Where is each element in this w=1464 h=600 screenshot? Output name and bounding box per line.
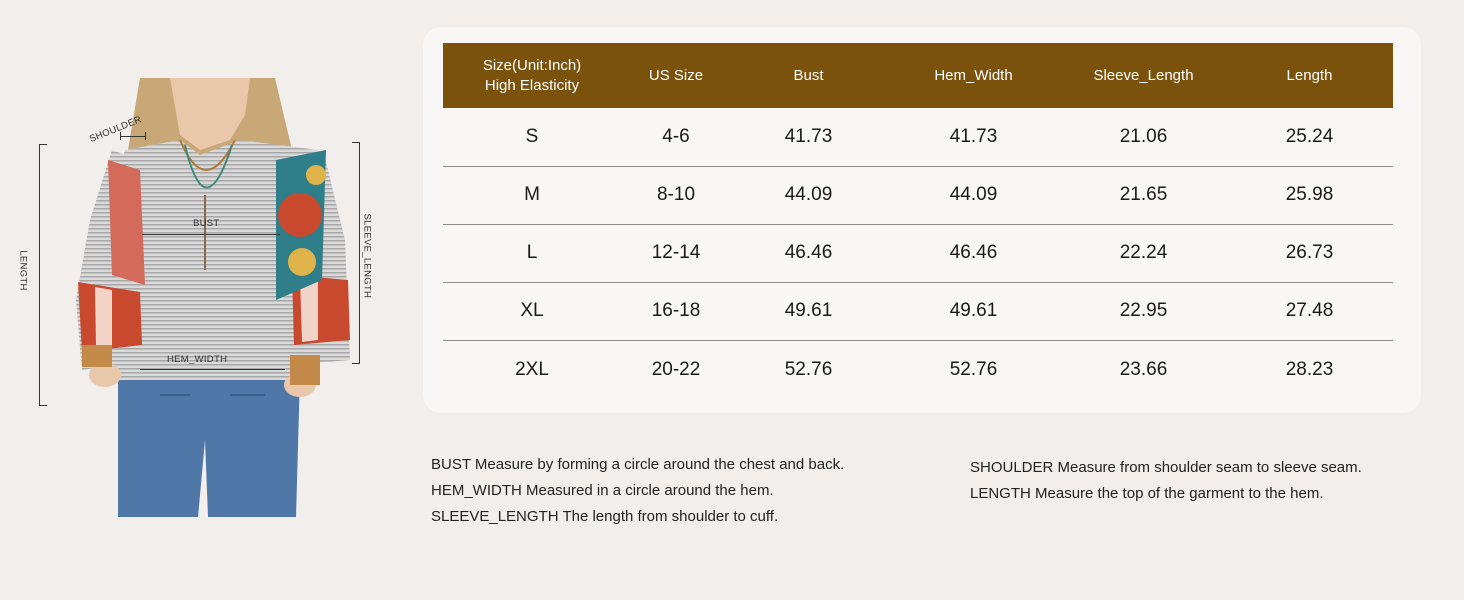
- cell-size: L: [526, 242, 538, 263]
- cell-bust: 52.76: [784, 359, 833, 381]
- header-size: Size(Unit:Inch) High Elasticity: [443, 43, 621, 108]
- header-size-unit: Size(Unit:Inch): [482, 56, 582, 74]
- product-figure: LENGTH SLEEVE_LENGTH SHOULDER BUST HEM_W…: [0, 0, 420, 600]
- cell-length: 25.98: [1285, 184, 1334, 205]
- cell-us-size: 8-10: [656, 184, 696, 205]
- cell-size: 2XL: [515, 359, 549, 381]
- cell-bust: 46.46: [784, 242, 833, 263]
- cell-hem-width: 46.46: [949, 242, 998, 263]
- note-length: LENGTH Measure the top of the garment to…: [970, 485, 1324, 502]
- table-row: XL 16-18 49.61 49.61 22.95 27.48: [443, 282, 1393, 340]
- note-bust: BUST Measure by forming a circle around …: [431, 456, 845, 473]
- note-shoulder: SHOULDER Measure from shoulder seam to s…: [970, 459, 1362, 476]
- measurement-notes-left: BUST Measure by forming a circle around …: [431, 452, 844, 530]
- header-bust: Bust: [793, 66, 824, 84]
- header-sleeve-length: Sleeve_Length: [1093, 66, 1194, 84]
- cell-length: 26.73: [1285, 242, 1334, 263]
- hem-width-label: HEM_WIDTH: [167, 354, 228, 365]
- bust-label: BUST: [193, 218, 220, 229]
- bust-line: [142, 234, 280, 235]
- cell-bust: 49.61: [784, 300, 833, 321]
- measurement-notes-right: SHOULDER Measure from shoulder seam to s…: [970, 455, 1362, 507]
- table-header-row: Size(Unit:Inch) High Elasticity US Size …: [443, 43, 1393, 108]
- header-size-elasticity: High Elasticity: [484, 76, 580, 94]
- header-us-size: US Size: [648, 66, 704, 84]
- note-sleeve-length: SLEEVE_LENGTH The length from shoulder t…: [431, 508, 779, 525]
- cell-us-size: 4-6: [662, 125, 690, 147]
- cell-hem-width: 52.76: [949, 359, 998, 381]
- cell-sleeve-length: 22.24: [1119, 242, 1168, 263]
- size-chart-table: Size(Unit:Inch) High Elasticity US Size …: [443, 43, 1393, 400]
- cell-length: 25.24: [1285, 125, 1334, 147]
- header-length: Length: [1286, 66, 1333, 84]
- table-row: L 12-14 46.46 46.46 22.24 26.73: [443, 224, 1393, 282]
- shoulder-tick-left: [120, 132, 121, 140]
- sleeve-length-bracket: [352, 142, 360, 364]
- cell-sleeve-length: 21.65: [1119, 184, 1168, 205]
- cell-length: 28.23: [1285, 359, 1334, 381]
- table-row: M 8-10 44.09 44.09 21.65 25.98: [443, 166, 1393, 224]
- hem-width-line: [140, 369, 285, 370]
- cell-sleeve-length: 22.95: [1119, 300, 1168, 321]
- table-row: S 4-6 41.73 41.73 21.06 25.24: [443, 108, 1393, 166]
- cell-hem-width: 44.09: [949, 184, 998, 205]
- cell-us-size: 12-14: [651, 242, 701, 263]
- cell-hem-width: 41.73: [949, 125, 998, 147]
- cell-size: S: [525, 125, 539, 147]
- table-row: 2XL 20-22 52.76 52.76 23.66 28.23: [443, 340, 1393, 400]
- cell-sleeve-length: 21.06: [1119, 125, 1168, 147]
- model-illustration: [76, 78, 350, 517]
- shoulder-tick-right: [145, 132, 146, 140]
- cell-size: XL: [520, 300, 544, 321]
- cell-bust: 44.09: [784, 184, 833, 205]
- note-hem-width: HEM_WIDTH Measured in a circle around th…: [431, 482, 774, 499]
- cell-us-size: 20-22: [651, 359, 701, 381]
- size-chart-card: Size(Unit:Inch) High Elasticity US Size …: [423, 27, 1421, 413]
- shoulder-line: [120, 136, 146, 137]
- header-hem-width: Hem_Width: [934, 66, 1013, 84]
- cell-sleeve-length: 23.66: [1119, 359, 1168, 381]
- length-bracket: [39, 144, 47, 406]
- cell-length: 27.48: [1285, 300, 1334, 321]
- cell-size: M: [524, 184, 540, 205]
- sleeve-length-label: SLEEVE_LENGTH: [361, 213, 373, 299]
- cell-us-size: 16-18: [651, 300, 701, 321]
- cell-bust: 41.73: [784, 125, 833, 147]
- cell-hem-width: 49.61: [949, 300, 998, 321]
- length-label: LENGTH: [17, 250, 29, 291]
